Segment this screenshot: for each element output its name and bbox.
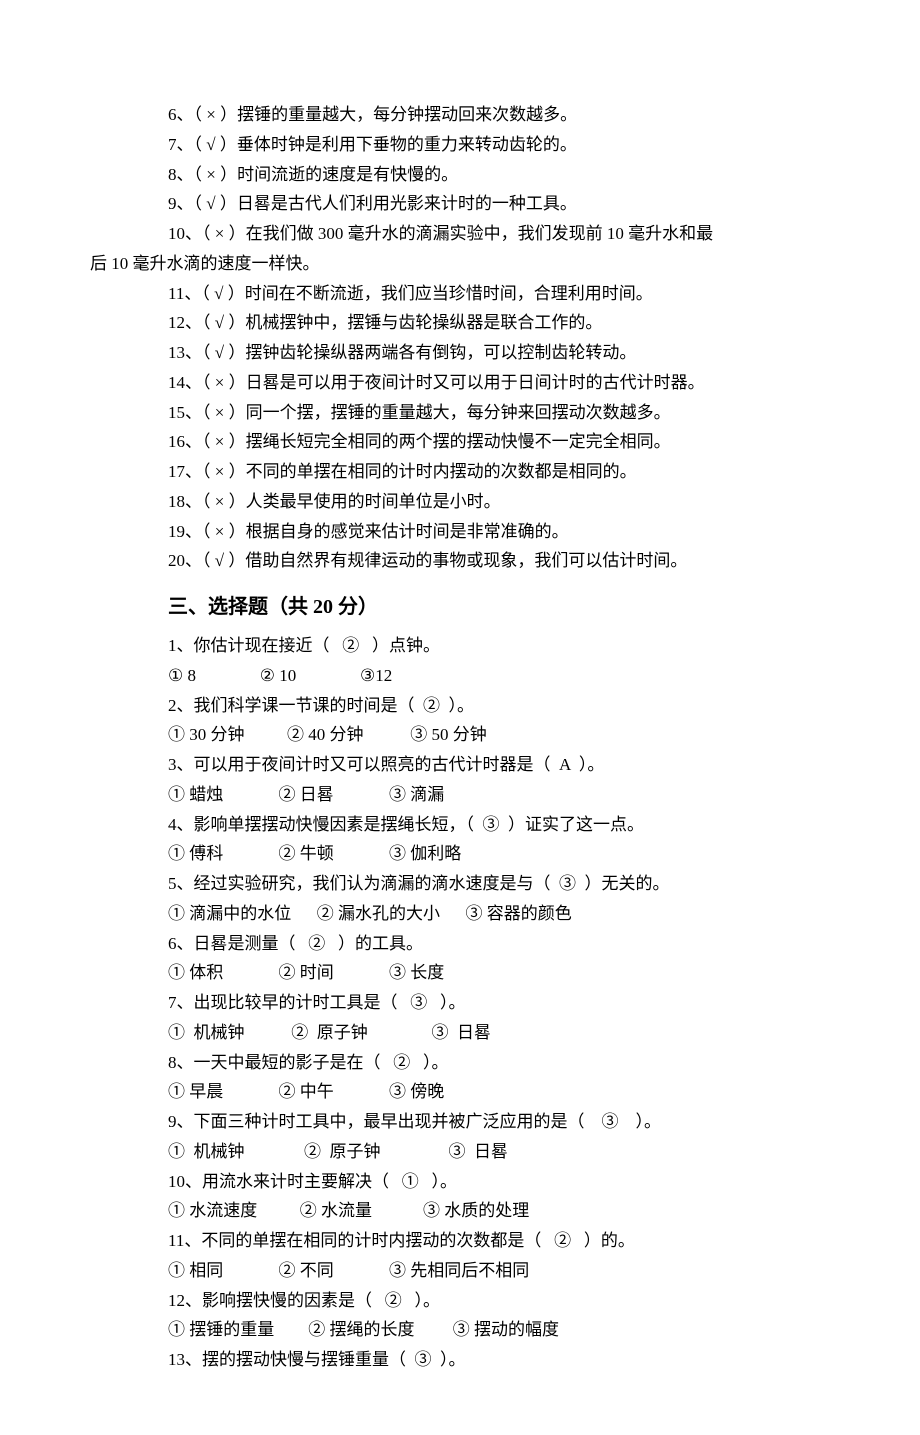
judgment-item: 14、（ × ）日晷是可以用于夜间计时又可以用于日间计时的古代计时器。 — [90, 368, 830, 398]
choice-options: ① 蜡烛 ② 日晷 ③ 滴漏 — [90, 780, 830, 810]
choice-options: ① 机械钟 ② 原子钟 ③ 日晷 — [90, 1018, 830, 1048]
judgment-item-cont: 后 10 毫升水滴的速度一样快。 — [90, 249, 830, 279]
choice-options: ① 8 ② 10 ③12 — [90, 661, 830, 691]
choice-options: ① 水流速度 ② 水流量 ③ 水质的处理 — [90, 1196, 830, 1226]
choice-question: 11、不同的单摆在相同的计时内摆动的次数都是（ ② ）的。 — [90, 1226, 830, 1256]
judgment-item: 7、（ √ ）垂体时钟是利用下垂物的重力来转动齿轮的。 — [90, 130, 830, 160]
choice-question: 13、摆的摆动快慢与摆锤重量（ ③ ）。 — [90, 1345, 830, 1375]
choice-question: 2、我们科学课一节课的时间是（ ② ）。 — [90, 691, 830, 721]
choice-question: 1、你估计现在接近（ ② ）点钟。 — [90, 631, 830, 661]
judgment-item: 6、（ × ）摆锤的重量越大，每分钟摆动回来次数越多。 — [90, 100, 830, 130]
judgment-item: 16、（ × ）摆绳长短完全相同的两个摆的摆动快慢不一定完全相同。 — [90, 427, 830, 457]
choice-question: 5、经过实验研究，我们认为滴漏的滴水速度是与（ ③ ）无关的。 — [90, 869, 830, 899]
choice-options: ① 傅科 ② 牛顿 ③ 伽利略 — [90, 839, 830, 869]
choice-section-title: 三、选择题（共 20 分） — [90, 590, 830, 625]
judgment-item: 11、（ √ ）时间在不断流逝，我们应当珍惜时间，合理利用时间。 — [90, 279, 830, 309]
judgment-item: 9、（ √ ）日晷是古代人们利用光影来计时的一种工具。 — [90, 189, 830, 219]
judgment-item: 17、（ × ）不同的单摆在相同的计时内摆动的次数都是相同的。 — [90, 457, 830, 487]
judgment-item: 20、（ √ ）借助自然界有规律运动的事物或现象，我们可以估计时间。 — [90, 546, 830, 576]
judgment-item: 19、（ × ）根据自身的感觉来估计时间是非常准确的。 — [90, 517, 830, 547]
choice-options: ① 早晨 ② 中午 ③ 傍晚 — [90, 1077, 830, 1107]
judgment-item: 12、（ √ ）机械摆钟中，摆锤与齿轮操纵器是联合工作的。 — [90, 308, 830, 338]
choice-question: 8、一天中最短的影子是在（ ② ）。 — [90, 1048, 830, 1078]
judgment-section: 6、（ × ）摆锤的重量越大，每分钟摆动回来次数越多。7、（ √ ）垂体时钟是利… — [90, 100, 830, 576]
judgment-item: 15、（ × ）同一个摆，摆锤的重量越大，每分钟来回摆动次数越多。 — [90, 398, 830, 428]
choice-question: 9、下面三种计时工具中，最早出现并被广泛应用的是（ ③ ）。 — [90, 1107, 830, 1137]
choice-options: ① 体积 ② 时间 ③ 长度 — [90, 958, 830, 988]
choice-question: 12、影响摆快慢的因素是（ ② ）。 — [90, 1286, 830, 1316]
judgment-item: 13、（ √ ）摆钟齿轮操纵器两端各有倒钩，可以控制齿轮转动。 — [90, 338, 830, 368]
choice-options: ① 机械钟 ② 原子钟 ③ 日晷 — [90, 1137, 830, 1167]
choice-question: 6、日晷是测量（ ② ）的工具。 — [90, 929, 830, 959]
choice-question: 3、可以用于夜间计时又可以照亮的古代计时器是（ A ）。 — [90, 750, 830, 780]
choice-options: ① 摆锤的重量 ② 摆绳的长度 ③ 摆动的幅度 — [90, 1315, 830, 1345]
judgment-item: 10、（ × ）在我们做 300 毫升水的滴漏实验中，我们发现前 10 毫升水和… — [90, 219, 830, 249]
choice-question: 4、影响单摆摆动快慢因素是摆绳长短，（ ③ ）证实了这一点。 — [90, 810, 830, 840]
choice-question: 10、用流水来计时主要解决（ ① ）。 — [90, 1167, 830, 1197]
choice-options: ① 相同 ② 不同 ③ 先相同后不相同 — [90, 1256, 830, 1286]
choice-options: ① 滴漏中的水位 ② 漏水孔的大小 ③ 容器的颜色 — [90, 899, 830, 929]
choice-section: 1、你估计现在接近（ ② ）点钟。① 8 ② 10 ③122、我们科学课一节课的… — [90, 631, 830, 1375]
judgment-item: 18、（ × ）人类最早使用的时间单位是小时。 — [90, 487, 830, 517]
judgment-item: 8、（ × ）时间流逝的速度是有快慢的。 — [90, 160, 830, 190]
choice-options: ① 30 分钟 ② 40 分钟 ③ 50 分钟 — [90, 720, 830, 750]
choice-question: 7、出现比较早的计时工具是（ ③ ）。 — [90, 988, 830, 1018]
